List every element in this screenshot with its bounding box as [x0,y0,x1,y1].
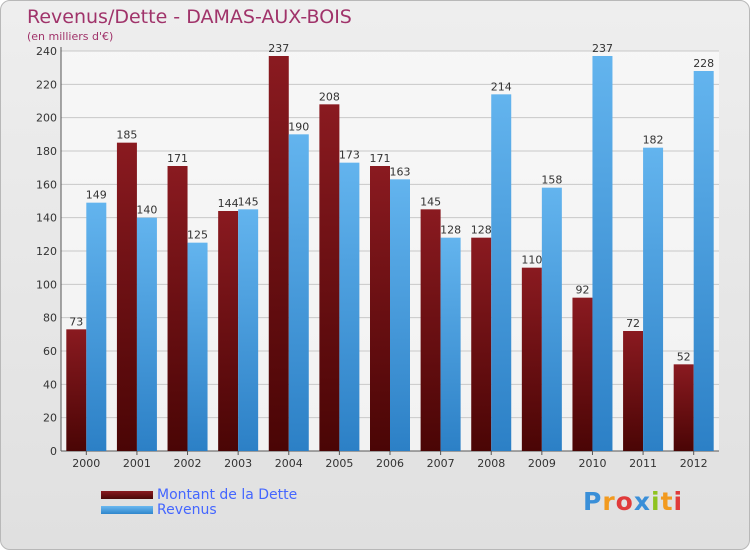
value-label-dette-2007: 145 [420,195,441,208]
value-label-dette-2003: 144 [218,197,239,210]
value-label-revenus-2012: 228 [693,57,714,70]
bar-revenus-2009 [541,187,562,451]
value-label-dette-2009: 110 [521,254,542,267]
legend-label-dette: Montant de la Dette [157,487,298,503]
bar-dette-2000 [66,329,87,451]
value-label-dette-2012: 52 [677,350,691,363]
value-label-dette-2001: 185 [116,129,137,142]
legend-swatch-revenus [101,506,153,514]
y-tick-100: 100 [36,278,57,291]
value-label-dette-2000: 73 [69,315,83,328]
bar-revenus-2004 [288,134,309,452]
bar-revenus-2011 [643,147,664,451]
x-tick-2006: 2006 [376,457,404,470]
x-tick-2003: 2003 [224,457,252,470]
logo-letter: x [633,487,651,516]
bar-dette-2008 [471,237,492,451]
y-tick-240: 240 [36,45,57,58]
logo-letter: P [583,487,603,516]
bar-dette-2005 [319,104,340,451]
value-label-dette-2004: 237 [268,42,289,55]
chart-title: Revenus/Dette - DAMAS-AUX-BOIS [27,6,352,28]
y-tick-220: 220 [36,78,57,91]
value-label-revenus-2010: 237 [592,42,613,55]
bar-dette-2011 [623,331,644,451]
x-tick-2008: 2008 [477,457,505,470]
value-label-dette-2011: 72 [626,317,640,330]
bar-dette-2007 [420,209,441,451]
bar-dette-2002 [167,166,188,451]
value-label-revenus-2000: 149 [86,189,107,202]
x-tick-2005: 2005 [325,457,353,470]
logo-letter: i [673,487,684,516]
bar-dette-2003 [218,211,239,451]
y-tick-60: 60 [43,345,57,358]
logo-letter: t [660,487,674,516]
x-tick-2004: 2004 [275,457,303,470]
value-label-dette-2005: 208 [319,90,340,103]
bar-revenus-2006 [390,179,410,452]
value-label-revenus-2005: 173 [339,149,360,162]
bar-revenus-2010 [592,56,613,451]
logo-letter: i [651,487,661,516]
x-tick-2011: 2011 [629,457,657,470]
value-label-dette-2010: 92 [575,284,589,297]
value-label-revenus-2011: 182 [643,134,664,147]
value-label-revenus-2002: 125 [187,229,208,242]
y-tick-80: 80 [43,312,57,325]
x-tick-2000: 2000 [72,457,100,470]
x-tick-2010: 2010 [578,457,606,470]
legend-swatch-dette [101,491,153,499]
bar-revenus-2001 [136,217,157,451]
y-tick-200: 200 [36,112,57,125]
bar-dette-2010 [572,297,593,451]
bar-dette-2006 [370,166,390,451]
bar-revenus-2000 [86,202,107,451]
legend-label-revenus: Revenus [157,502,217,518]
y-tick-40: 40 [43,378,57,391]
bar-dette-2001 [116,142,137,451]
x-tick-2001: 2001 [123,457,151,470]
value-label-dette-2002: 171 [167,152,188,165]
bar-dette-2004 [268,56,289,451]
value-label-dette-2008: 128 [471,224,492,237]
value-label-revenus-2007: 128 [440,224,461,237]
bar-revenus-2008 [491,94,512,451]
x-tick-2012: 2012 [680,457,708,470]
bar-revenus-2002 [187,242,208,451]
logo-letter: o [615,487,634,516]
x-tick-2007: 2007 [427,457,455,470]
value-label-revenus-2001: 140 [136,204,157,217]
proxiti-logo: Proxiti [583,487,683,516]
value-label-revenus-2003: 145 [238,195,259,208]
chart-subtitle: (en milliers d'€) [27,30,114,43]
value-label-revenus-2004: 190 [288,120,309,133]
value-label-dette-2006: 171 [370,152,391,165]
y-tick-120: 120 [36,245,57,258]
bar-dette-2009 [521,267,542,451]
bar-revenus-2007 [440,237,461,451]
logo-letter: r [602,487,616,516]
value-label-revenus-2009: 158 [541,174,562,187]
value-label-revenus-2006: 163 [390,165,411,178]
y-tick-140: 140 [36,212,57,225]
x-tick-2009: 2009 [528,457,556,470]
y-tick-20: 20 [43,412,57,425]
value-label-revenus-2008: 214 [491,80,512,93]
x-tick-2002: 2002 [174,457,202,470]
y-tick-160: 160 [36,178,57,191]
bar-dette-2012 [673,364,694,451]
bar-revenus-2003 [238,209,259,451]
y-tick-180: 180 [36,145,57,158]
bar-revenus-2012 [693,71,714,451]
y-tick-0: 0 [50,445,57,458]
bar-revenus-2005 [339,162,360,451]
